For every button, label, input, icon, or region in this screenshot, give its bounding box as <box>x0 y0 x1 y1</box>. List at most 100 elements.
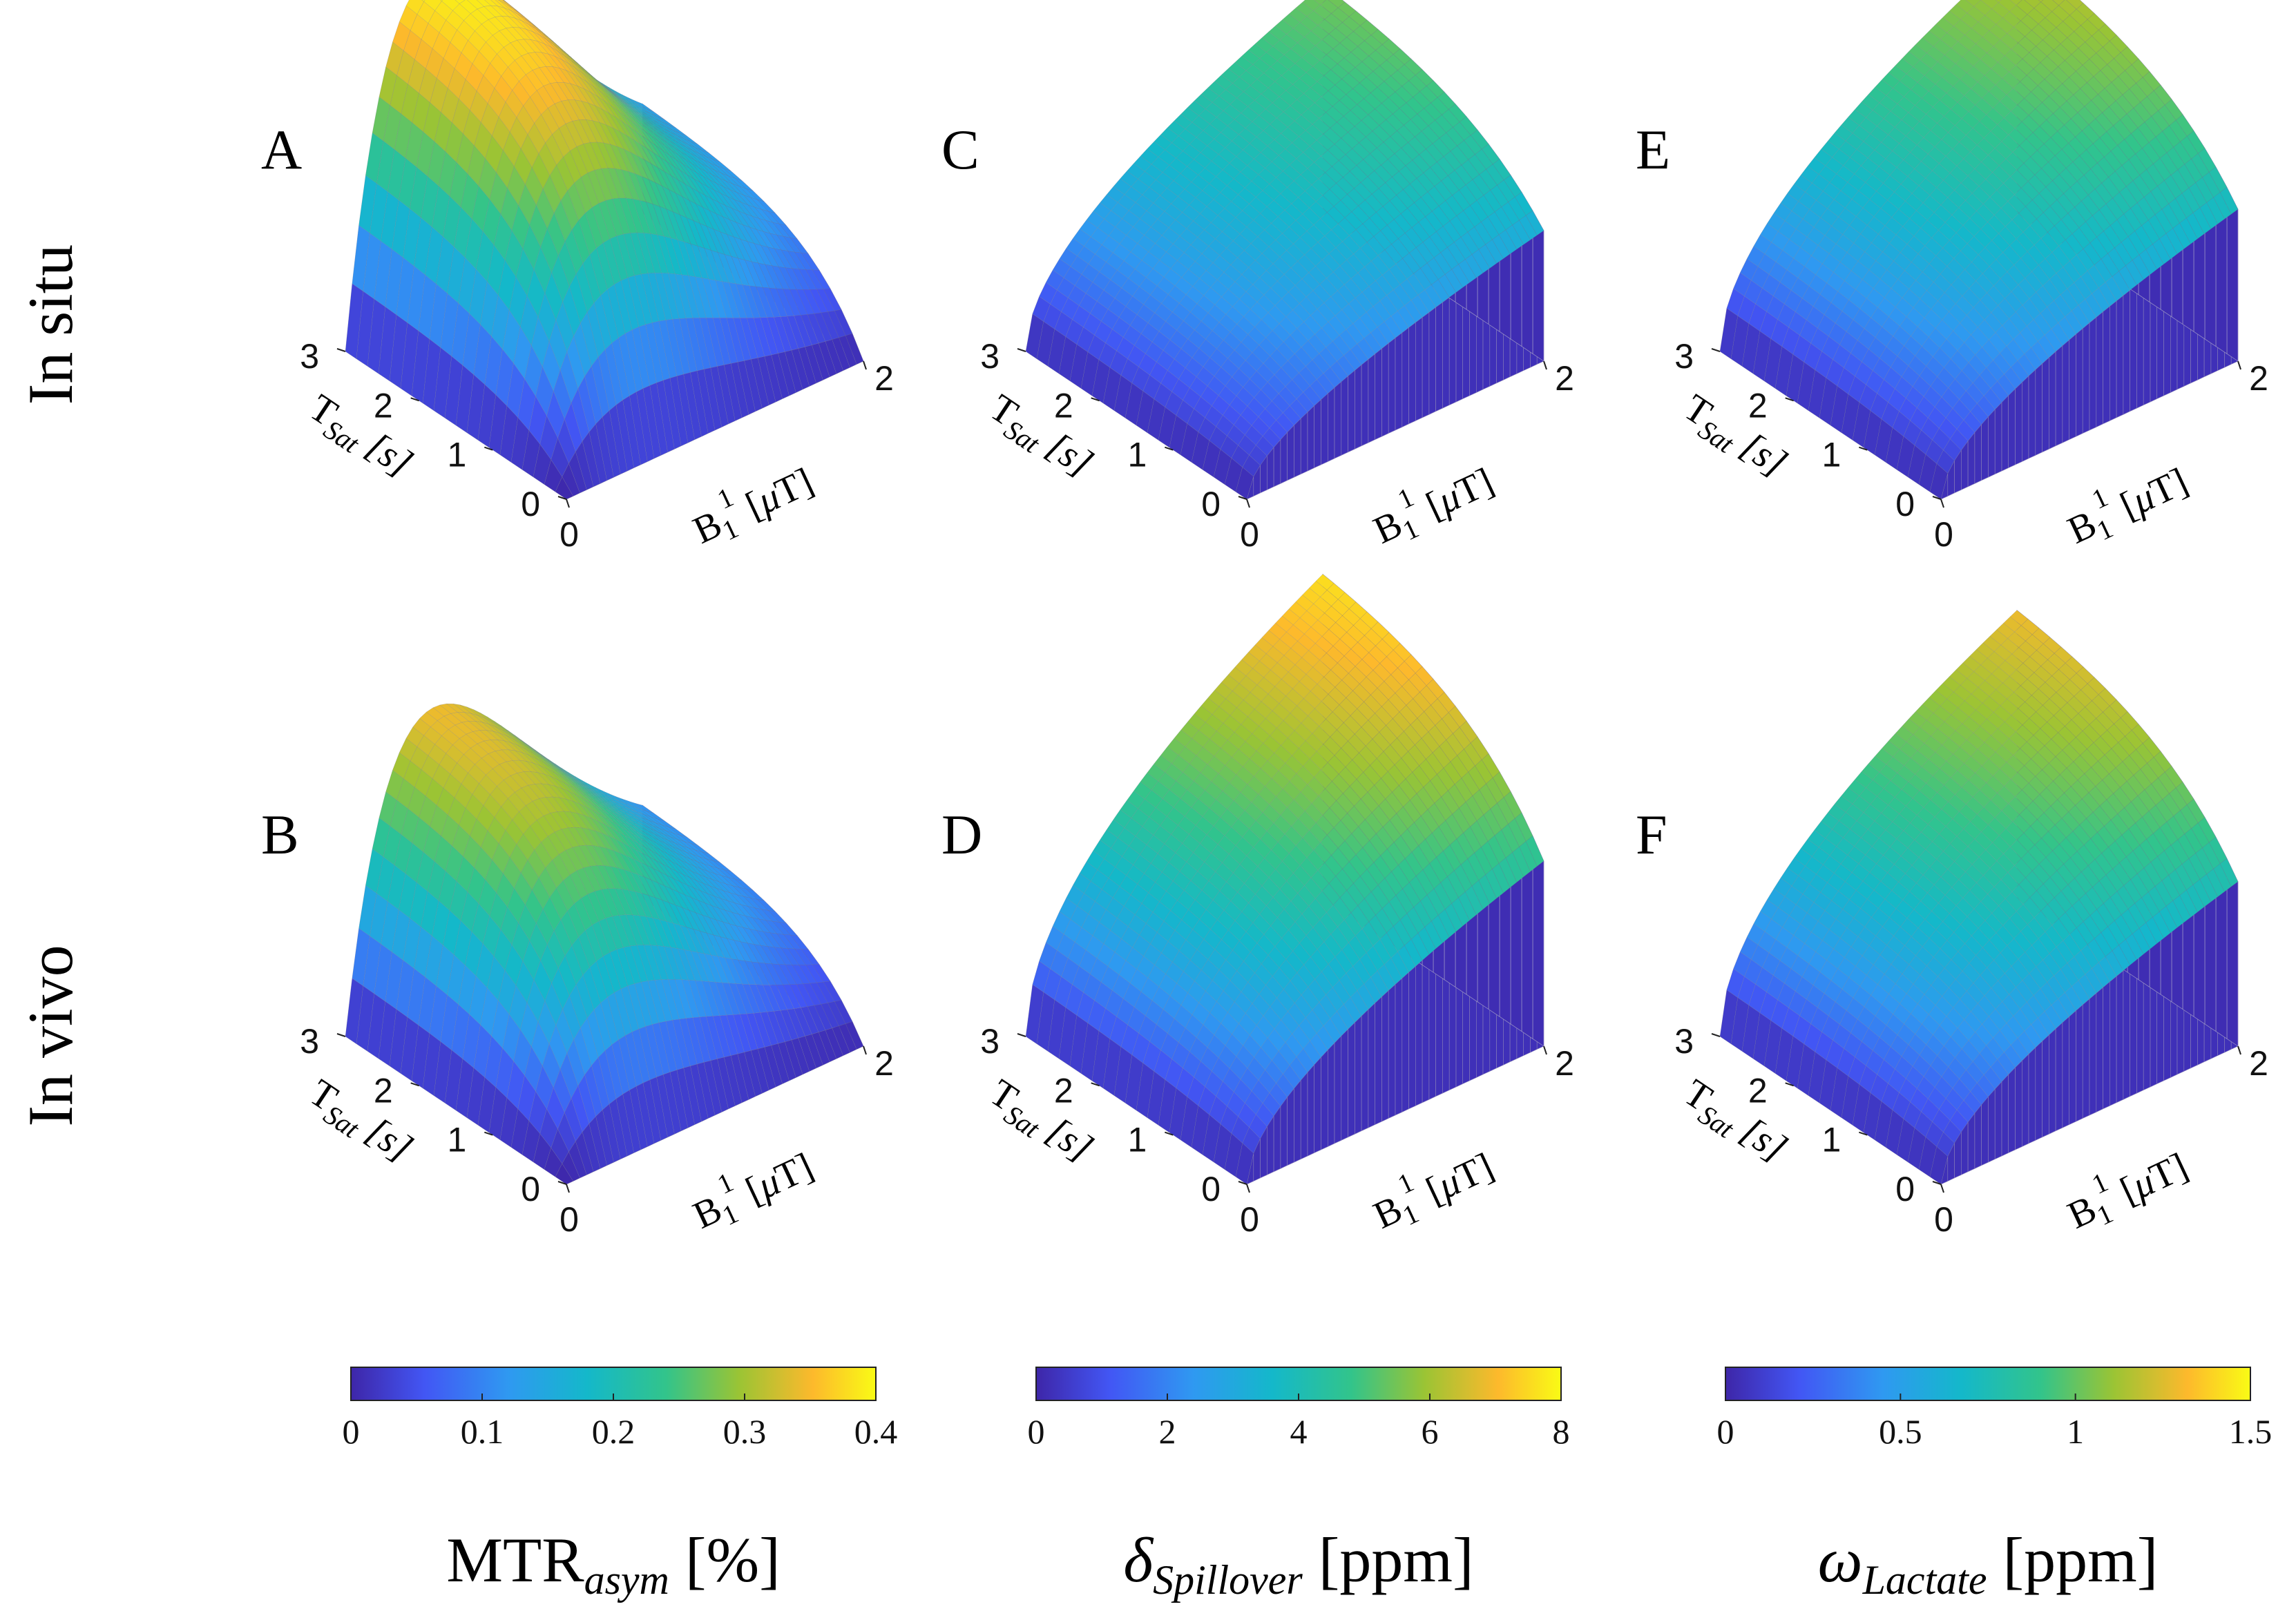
surface-side-facet <box>1408 322 1416 425</box>
tsat-tick-label: 1 <box>448 436 467 474</box>
surface-side-facet <box>1981 416 1989 481</box>
surface-side-facet <box>1974 1103 1982 1169</box>
tsat-tick-label: 3 <box>300 337 319 376</box>
b1-tick <box>1940 499 1944 508</box>
surface-side-facet <box>1314 1057 1321 1153</box>
row-label-in-vivo: In vivo <box>15 945 86 1126</box>
surface-side-facet <box>1974 423 1982 484</box>
b1-tick-label: 0 <box>1934 515 1953 554</box>
b1-tick <box>863 1045 867 1055</box>
surface-side-facet <box>1408 965 1416 1110</box>
surface-side-facet <box>2123 964 2130 1100</box>
surface-side-facet <box>1314 398 1321 468</box>
surface-side-facet <box>2015 1060 2022 1150</box>
surface-side-facet <box>1422 954 1430 1103</box>
tsat-tick-label: 1 <box>1128 436 1147 474</box>
tsat-tick <box>1017 348 1026 352</box>
surface-side-facet <box>1300 411 1308 475</box>
tsat-tick-label: 0 <box>1201 485 1221 523</box>
tsat-tick-label: 3 <box>980 337 999 376</box>
surface-side-facet <box>1381 343 1389 437</box>
tsat-tick-label: 3 <box>300 1022 319 1061</box>
surface-mesh <box>1719 609 2239 1185</box>
tsat-tick <box>557 1181 567 1185</box>
surface-side-facet <box>2042 1034 2049 1138</box>
surface-side-facet <box>2123 289 2130 415</box>
surface-side-facet <box>1321 1049 1328 1150</box>
tsat-tick-label: 1 <box>448 1121 467 1159</box>
tsat-tick <box>484 446 493 451</box>
surface-mesh <box>1719 0 2239 500</box>
surface-side-facet <box>2076 1004 2083 1122</box>
surface-side-facet <box>2001 394 2009 472</box>
tsat-tick-label: 2 <box>1748 386 1768 425</box>
surface-side-facet <box>2035 363 2043 456</box>
surface-side-facet <box>2116 295 2124 418</box>
surface-facet <box>845 333 864 365</box>
surface-side-facet <box>2136 279 2144 409</box>
surface-side-facet <box>2130 959 2137 1097</box>
surface-side-facet <box>2001 1074 2009 1157</box>
surface-side-facet <box>2049 351 2056 450</box>
surface-side-facet <box>1388 337 1396 434</box>
surface-side-facet <box>1981 1096 1989 1166</box>
b1-tick-label: 2 <box>1555 359 1574 398</box>
b1-axis-label: B11 [μT] <box>2056 448 2197 557</box>
tsat-tick-label: 3 <box>980 1022 999 1061</box>
tsat-tick-label: 1 <box>1822 436 1841 474</box>
surface-side-facet <box>1368 1002 1376 1128</box>
tsat-tick-label: 2 <box>1054 386 1073 425</box>
surface-side-facet <box>2116 970 2124 1103</box>
surface-side-facet <box>1988 1088 1996 1163</box>
surface-side-facet <box>1334 1035 1342 1144</box>
surface-side-facet <box>1428 307 1436 415</box>
b1-tick <box>1543 1045 1547 1055</box>
surface-side-facet <box>2035 1041 2043 1141</box>
tsat-tick-label: 2 <box>374 1071 393 1110</box>
surface-side-facet <box>1355 364 1362 450</box>
tsat-tick-label: 0 <box>521 1170 540 1208</box>
b1-tick-label: 2 <box>2249 359 2268 398</box>
panel-letter: A <box>261 118 302 181</box>
surface-side-facet <box>2103 305 2110 425</box>
b1-tick-label: 0 <box>559 515 579 554</box>
b1-axis-label: B11 [μT] <box>1361 448 1502 557</box>
b1-tick-label: 2 <box>1555 1044 1574 1083</box>
surface-mesh <box>1025 0 1544 500</box>
surface-side-facet <box>2082 998 2090 1119</box>
surface-side-facet <box>1448 291 1457 406</box>
surface-side-facet <box>2130 284 2137 412</box>
surface-side-facet <box>1348 1021 1355 1138</box>
surface-side-facet <box>1435 302 1443 412</box>
surface-side-facet <box>1334 381 1342 459</box>
tsat-tick-label: 2 <box>374 386 393 425</box>
surface-mesh <box>345 703 864 1185</box>
b1-tick-label: 2 <box>874 1044 894 1083</box>
surface-side-facet <box>1341 1028 1348 1141</box>
surface-side-facet <box>1361 358 1369 447</box>
b1-tick <box>2237 360 2241 370</box>
surface-side-facet <box>2062 1016 2070 1128</box>
tsat-tick <box>336 348 346 352</box>
surface-side-facet <box>1361 1008 1369 1132</box>
surface-side-facet <box>1348 369 1355 453</box>
b1-tick-label: 0 <box>1240 515 1259 554</box>
surface-side-facet <box>2109 975 2117 1106</box>
tsat-tick <box>410 1082 419 1087</box>
surface-side-facet <box>1988 409 1996 478</box>
surface-side-facet <box>1287 1088 1294 1166</box>
surface-side-facet <box>1300 1071 1308 1160</box>
surface-side-facet <box>1307 405 1315 472</box>
b1-tick <box>1246 499 1250 508</box>
surface-side-facet <box>2096 311 2103 427</box>
surface-side-facet <box>1355 1015 1362 1135</box>
surface-side-facet <box>1395 332 1403 431</box>
b1-axis-label: B11 [μT] <box>681 448 822 557</box>
surface-facet <box>421 0 425 2</box>
surface-side-facet <box>1273 438 1281 488</box>
surface-side-facet <box>1415 316 1423 421</box>
surface-side-facet <box>1401 327 1409 427</box>
tsat-tick-label: 0 <box>1895 485 1915 523</box>
